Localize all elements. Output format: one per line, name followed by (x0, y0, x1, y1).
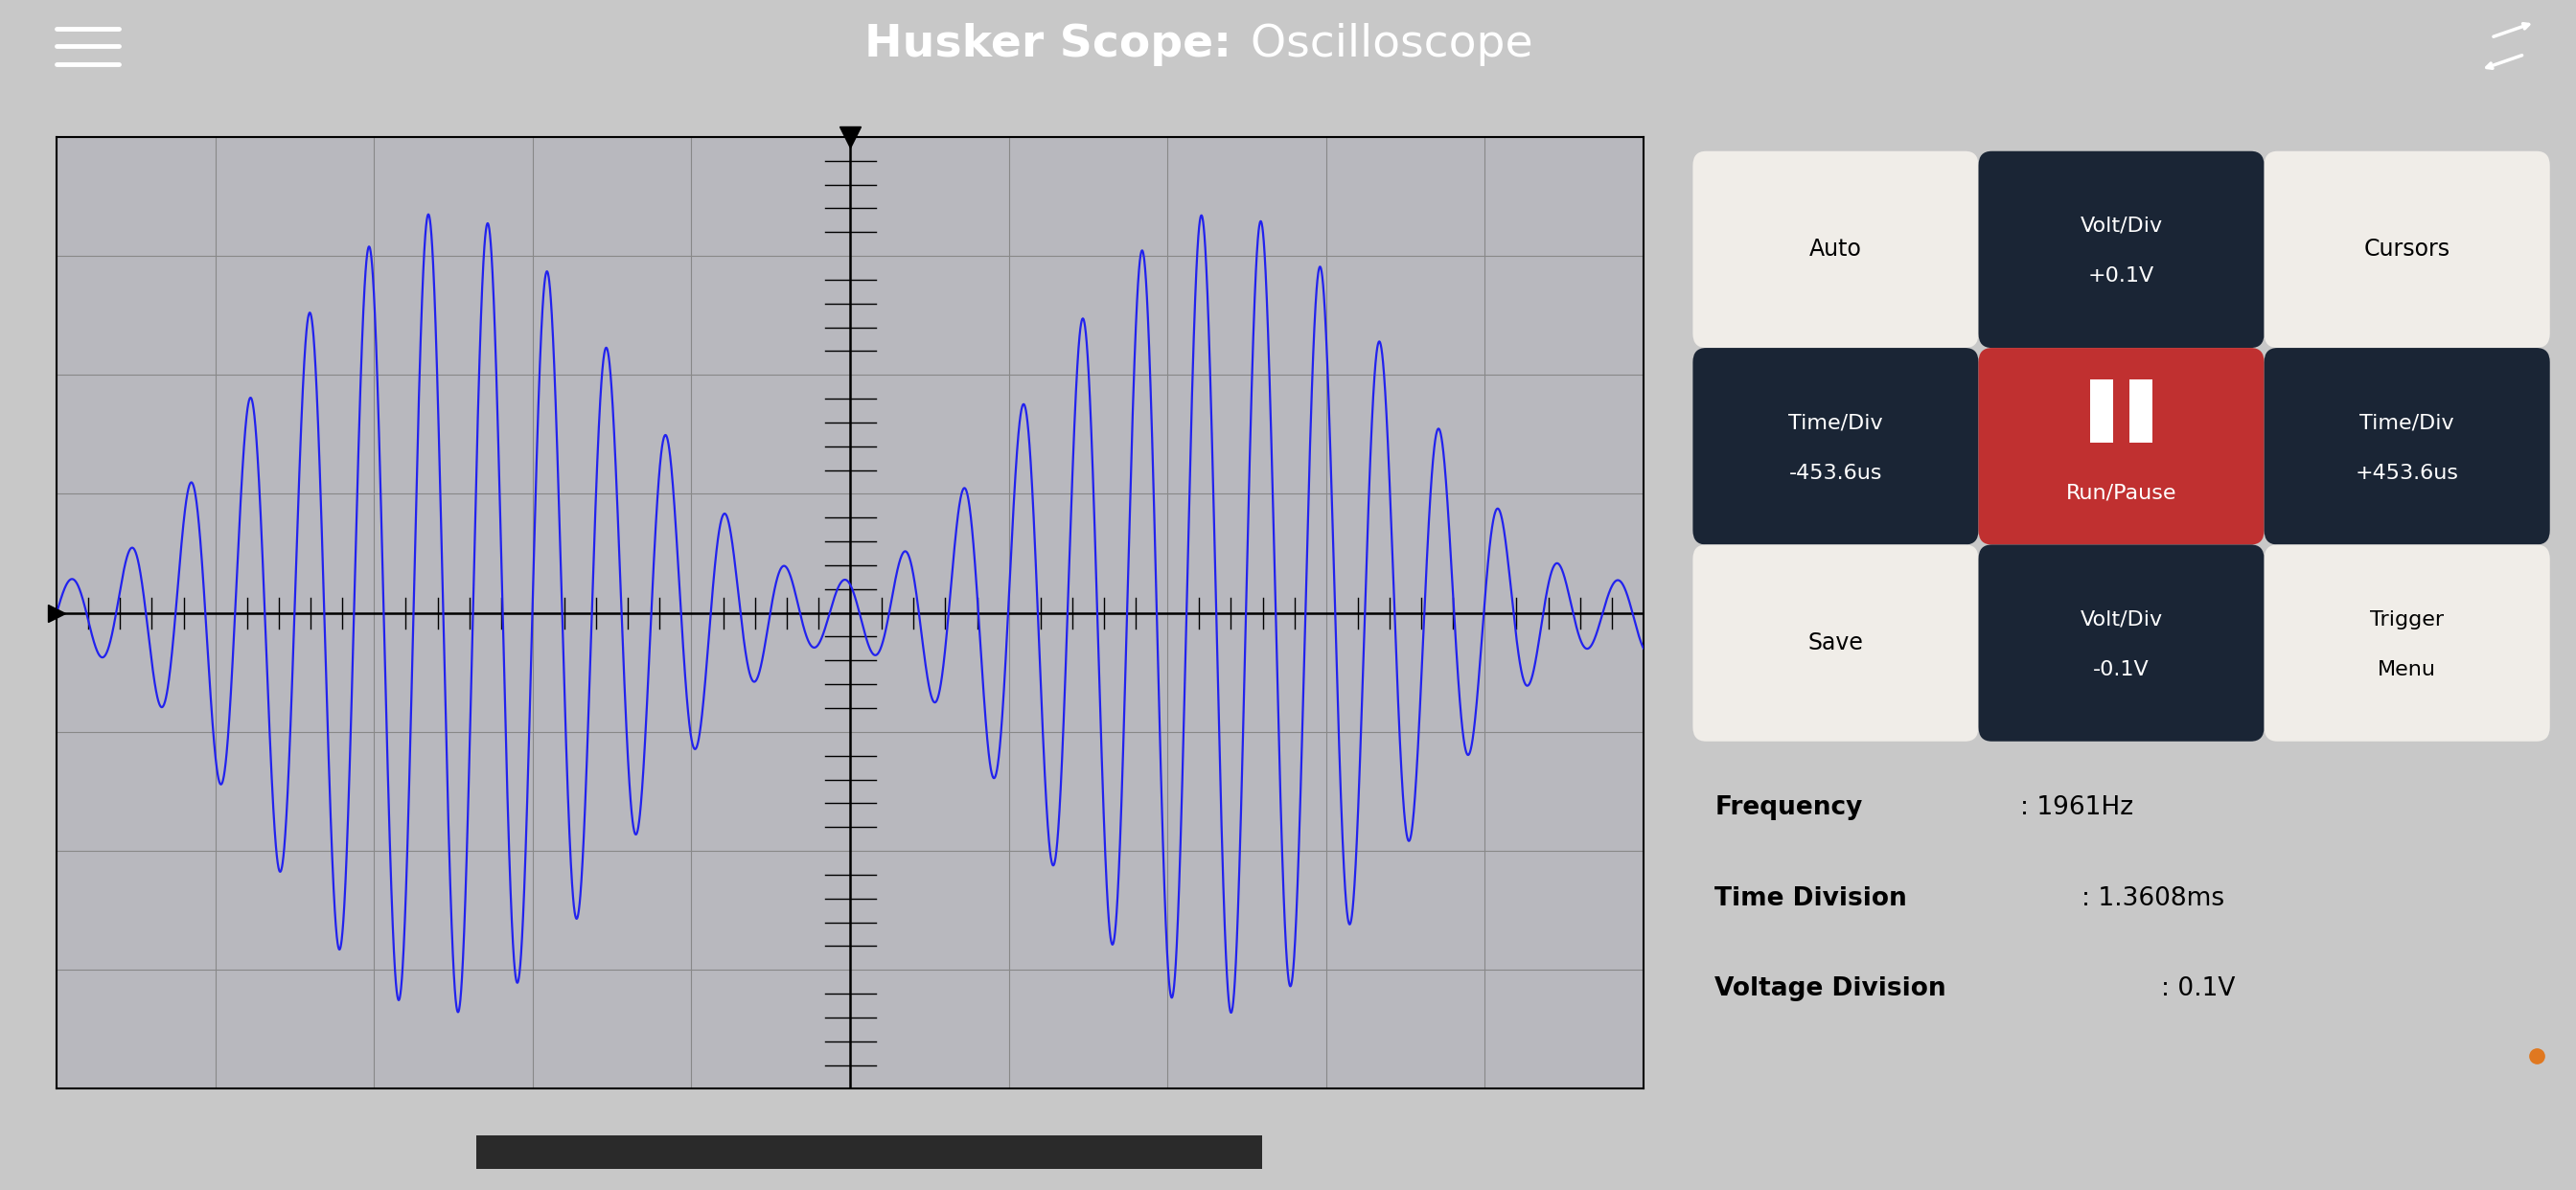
Text: Cursors: Cursors (2365, 238, 2450, 261)
Text: +453.6us: +453.6us (2354, 464, 2458, 483)
Text: Volt/Div: Volt/Div (2079, 609, 2164, 630)
FancyBboxPatch shape (2130, 378, 2154, 443)
Text: : 0.1V: : 0.1V (2161, 977, 2236, 1001)
Text: Time/Div: Time/Div (2360, 413, 2455, 432)
Text: Voltage Division: Voltage Division (1716, 977, 1947, 1001)
Text: Time/Div: Time/Div (1788, 413, 1883, 432)
Text: +0.1V: +0.1V (2089, 267, 2154, 286)
FancyBboxPatch shape (1978, 545, 2264, 741)
FancyBboxPatch shape (1692, 347, 1978, 545)
FancyBboxPatch shape (2089, 378, 2112, 443)
Text: : 1.3608ms: : 1.3608ms (2081, 887, 2226, 910)
Text: Husker Scope:: Husker Scope: (866, 23, 1231, 67)
Text: : 1961Hz: : 1961Hz (2020, 796, 2133, 820)
Text: Menu: Menu (2378, 660, 2437, 679)
Text: Time Division: Time Division (1716, 887, 1906, 910)
FancyBboxPatch shape (1978, 151, 2264, 347)
Text: Save: Save (1808, 632, 1862, 655)
FancyBboxPatch shape (397, 1132, 1340, 1172)
Text: Volt/Div: Volt/Div (2079, 217, 2164, 236)
Text: Oscilloscope: Oscilloscope (1236, 23, 1533, 67)
Text: Trigger: Trigger (2370, 609, 2445, 630)
FancyBboxPatch shape (2264, 347, 2550, 545)
Text: -0.1V: -0.1V (2094, 660, 2148, 679)
FancyBboxPatch shape (1692, 151, 1978, 347)
FancyBboxPatch shape (1692, 545, 1978, 741)
FancyBboxPatch shape (2264, 545, 2550, 741)
FancyBboxPatch shape (2264, 151, 2550, 347)
Text: -453.6us: -453.6us (1788, 464, 1883, 483)
Text: Frequency: Frequency (1716, 796, 1862, 820)
FancyBboxPatch shape (1978, 347, 2264, 545)
Text: Auto: Auto (1808, 238, 1862, 261)
Text: Run/Pause: Run/Pause (2066, 484, 2177, 503)
